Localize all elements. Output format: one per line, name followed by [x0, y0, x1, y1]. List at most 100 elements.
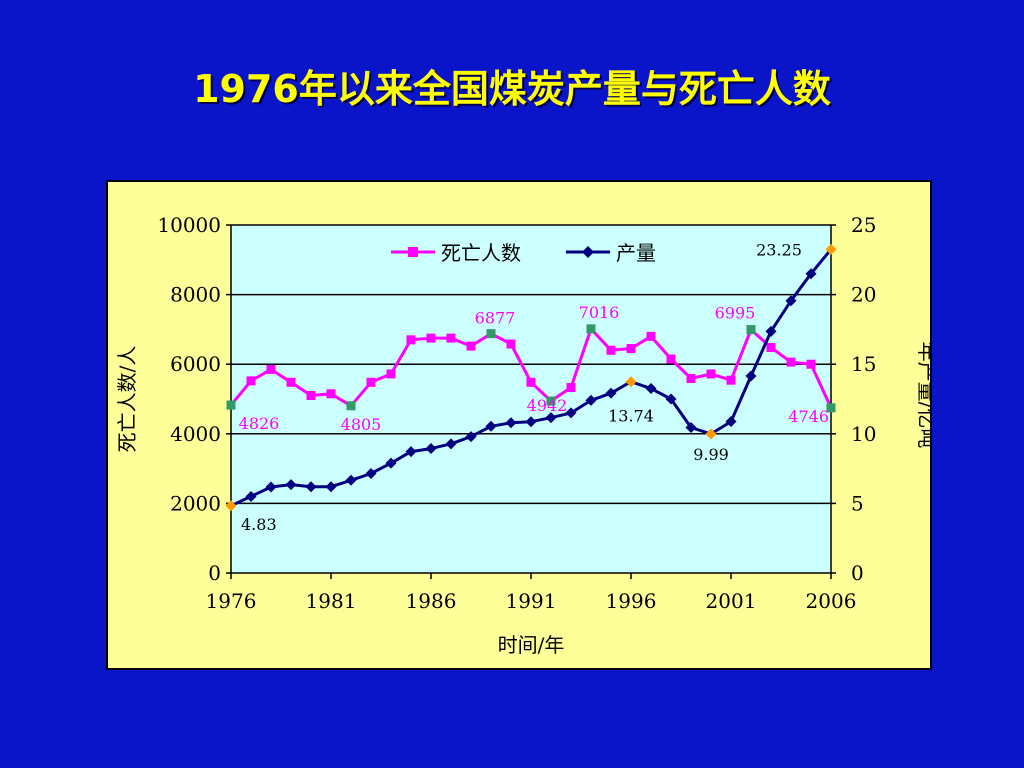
output-point — [645, 383, 657, 395]
death-point — [746, 325, 756, 335]
right-y-tick-label: 5 — [851, 491, 864, 515]
output-point — [825, 243, 837, 255]
chart-panel: 0 2000 4000 6000 8000 10000 0 5 10 15 20 25 1976 1981… — [106, 180, 932, 670]
output-point — [365, 467, 377, 479]
plot-area — [230, 224, 832, 574]
death-point — [246, 376, 256, 386]
left-y-tick-label: 6000 — [170, 352, 221, 376]
legend-death-label: 死亡人数 — [441, 241, 521, 265]
left-y-tick-label: 2000 — [170, 491, 221, 515]
output-point — [405, 446, 417, 458]
death-point — [626, 344, 636, 354]
legend-death-marker — [408, 247, 418, 257]
death-data-label: 4746 — [788, 407, 829, 426]
output-point — [745, 370, 757, 382]
death-data-label: 4942 — [527, 396, 568, 415]
death-point — [566, 383, 576, 393]
output-data-label: 4.83 — [241, 515, 277, 534]
output-point — [385, 457, 397, 469]
death-point — [346, 401, 356, 411]
right-y-tick-label: 0 — [851, 561, 864, 585]
death-point — [686, 373, 696, 383]
x-tick-label: 2001 — [706, 589, 757, 613]
left-y-tick-label: 4000 — [170, 422, 221, 446]
output-point — [265, 481, 277, 493]
output-data-label: 13.74 — [608, 407, 654, 426]
output-point — [765, 325, 777, 337]
death-point — [666, 354, 676, 364]
left-y-tick-label: 10000 — [157, 213, 221, 237]
death-data-label: 4805 — [341, 415, 382, 434]
death-point — [366, 377, 376, 387]
output-point — [485, 420, 497, 432]
output-point — [605, 387, 617, 399]
output-point — [445, 438, 457, 450]
death-point — [446, 333, 456, 343]
death-point — [586, 324, 596, 334]
death-point — [266, 364, 276, 374]
left-y-tick-label: 0 — [208, 561, 221, 585]
output-point — [425, 443, 437, 455]
death-data-label: 7016 — [579, 303, 620, 322]
output-point — [225, 500, 237, 512]
output-data-label: 23.25 — [756, 240, 802, 259]
output-point — [505, 417, 517, 429]
death-point — [826, 403, 836, 413]
death-point — [386, 369, 396, 379]
death-data-label: 6877 — [475, 309, 516, 328]
output-data-label: 9.99 — [693, 445, 729, 464]
x-tick-label: 1976 — [206, 589, 257, 613]
legend-output-label: 产量 — [616, 241, 656, 265]
right-y-tick-label: 25 — [851, 213, 876, 237]
output-point — [545, 412, 557, 424]
right-y-tick-label: 20 — [851, 283, 876, 307]
output-point — [345, 474, 357, 486]
x-tick-label: 1996 — [606, 589, 657, 613]
right-y-tick-label: 10 — [851, 422, 876, 446]
output-point — [245, 490, 257, 502]
output-point — [585, 394, 597, 406]
death-point — [806, 359, 816, 369]
death-point — [706, 369, 716, 379]
output-point — [685, 422, 697, 434]
death-point — [286, 377, 296, 387]
output-point — [565, 407, 577, 419]
death-point — [426, 333, 436, 343]
x-tick-label: 2006 — [806, 589, 857, 613]
output-point — [785, 295, 797, 307]
death-point — [486, 329, 496, 339]
death-point — [406, 335, 416, 345]
death-point — [526, 377, 536, 387]
left-y-tick-label: 8000 — [170, 283, 221, 307]
output-point — [305, 481, 317, 493]
death-point — [546, 396, 556, 406]
x-axis-title: 时间/年 — [498, 633, 565, 657]
death-point — [226, 400, 236, 410]
output-point — [625, 376, 637, 388]
death-data-label: 4826 — [239, 414, 280, 433]
death-point — [726, 375, 736, 385]
death-point — [506, 339, 516, 349]
slide-title: 1976年以来全国煤炭产量与死亡人数 — [193, 67, 831, 111]
legend-output-marker — [582, 246, 594, 258]
x-tick-label: 1986 — [406, 589, 457, 613]
right-y-axis-title: 年产量/亿吨 — [915, 342, 930, 449]
death-point — [786, 357, 796, 367]
output-point — [465, 431, 477, 443]
dual-axis-line-chart: 0 2000 4000 6000 8000 10000 0 5 10 15 20 25 1976 1981… — [115, 213, 930, 657]
x-tick-label: 1981 — [306, 589, 357, 613]
output-point — [705, 428, 717, 440]
death-point — [766, 342, 776, 352]
left-y-axis-title: 死亡人数/人 — [115, 346, 139, 453]
output-point — [805, 268, 817, 280]
output-point — [725, 416, 737, 428]
x-tick-label: 1991 — [506, 589, 557, 613]
death-point — [326, 389, 336, 399]
death-point — [646, 331, 656, 341]
death-data-label: 6995 — [715, 304, 756, 323]
death-point — [466, 341, 476, 351]
output-point — [285, 479, 297, 491]
death-point — [306, 391, 316, 401]
death-point — [606, 345, 616, 355]
output-point — [325, 481, 337, 493]
